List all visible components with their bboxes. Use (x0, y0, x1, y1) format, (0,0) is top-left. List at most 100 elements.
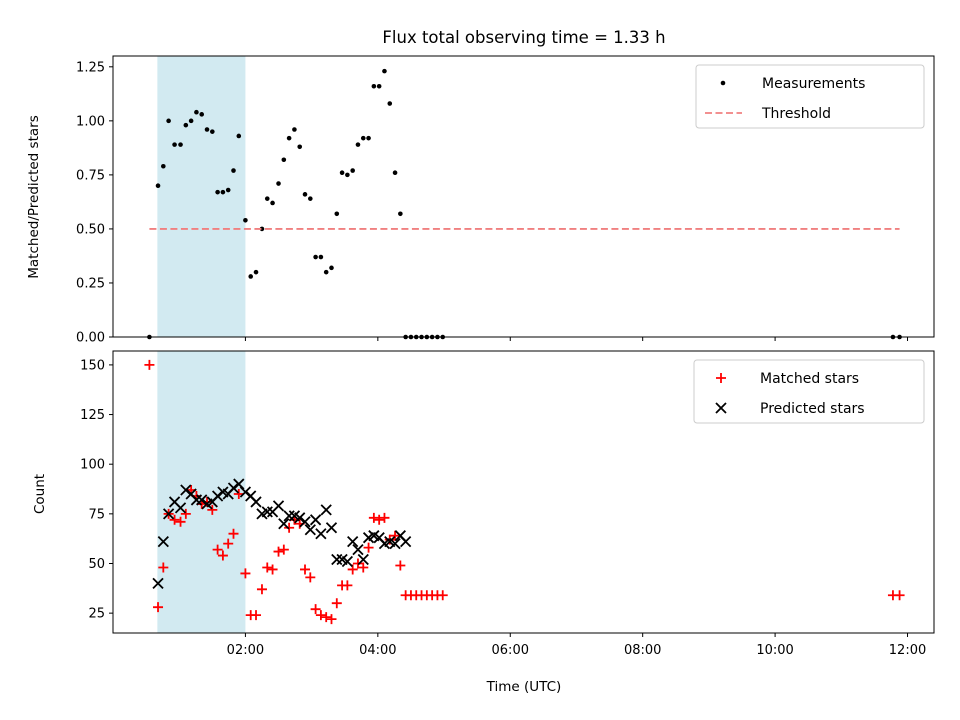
matched-stars-point (379, 512, 390, 523)
predicted-stars-point (250, 496, 262, 508)
x-tick-label: 10:00 (756, 643, 793, 658)
measurements-point (360, 135, 366, 141)
predicted-stars-point (196, 494, 208, 506)
measurements-point (178, 142, 183, 147)
measurements-point (183, 122, 189, 128)
y-tick-label: 50 (88, 557, 105, 572)
predicted-stars-point (389, 537, 401, 550)
matched-stars-point (212, 544, 223, 555)
predicted-stars-point (162, 508, 175, 520)
plot-frame-0 (112, 55, 935, 338)
legend-x-icon (715, 402, 727, 414)
measurements-point (286, 135, 292, 141)
matched-stars-point (267, 564, 278, 575)
predicted-stars-point (294, 512, 306, 524)
legend-label: Predicted stars (760, 401, 865, 417)
matched-stars-point (331, 598, 342, 609)
matched-stars-point (217, 550, 228, 561)
shaded-region-1 (157, 351, 246, 633)
measurements-point (313, 254, 318, 260)
y-tick-label: 25 (88, 607, 105, 622)
matched-stars-point (233, 488, 244, 499)
measurements-point (350, 168, 355, 173)
x-tick-label: 08:00 (624, 643, 661, 658)
measurements-point (259, 226, 265, 232)
predicted-stars-point (299, 516, 311, 528)
legend-dot-icon (720, 80, 726, 86)
matched-stars-point (278, 544, 289, 555)
matched-stars-point (363, 542, 374, 553)
measurements-point (376, 83, 382, 89)
chart-title: Flux total observing time = 1.33 h (382, 28, 665, 47)
x-tick-label: 06:00 (492, 643, 529, 658)
matched-stars-point (384, 534, 395, 545)
measurements-point (253, 269, 259, 275)
matched-stars-point (207, 504, 218, 515)
legend-label: Threshold (761, 106, 831, 122)
measurements-point (302, 192, 308, 197)
x-tick-label: 12:00 (889, 643, 926, 658)
matched-stars-point (368, 512, 379, 523)
measurements-point (345, 172, 350, 178)
measurements-point (243, 217, 248, 223)
measurements-point (155, 183, 161, 188)
measurements-point (225, 187, 231, 193)
y-axis-label-bottom: Count (32, 474, 48, 514)
measurements-point (264, 196, 270, 201)
y-tick-label: 100 (80, 458, 105, 473)
measurements-point (281, 157, 287, 163)
matched-stars-point (262, 562, 273, 573)
measurements-point (355, 142, 361, 147)
predicted-stars-point (190, 494, 203, 506)
legend-box (693, 359, 925, 424)
predicted-stars-point (272, 500, 285, 512)
legend-1: Matched stars Predicted stars (693, 359, 925, 424)
predicted-stars-point (347, 536, 359, 548)
measurements-point (382, 68, 387, 74)
predicted-stars-point (309, 514, 322, 526)
legend-label: Measurements (762, 76, 865, 92)
predicted-stars-point (152, 577, 164, 589)
legend-box (695, 64, 925, 129)
predicted-stars-point (400, 536, 412, 548)
predicted-stars-point (352, 543, 364, 556)
predicted-stars-point (341, 555, 354, 568)
predicted-stars-point (304, 524, 316, 536)
matched-stars-point (374, 514, 385, 525)
matched-stars-point (326, 614, 337, 625)
measurements-point (204, 127, 210, 132)
y-tick-label: 0.00 (76, 331, 105, 346)
predicted-stars-point (261, 506, 273, 518)
matched-stars-point (228, 528, 239, 539)
y-tick-label: 75 (88, 507, 105, 522)
measurements-point (270, 200, 275, 206)
plot-frame-1 (112, 350, 935, 634)
matched-stars-point (305, 572, 316, 583)
measurements-point (166, 118, 171, 124)
predicted-stars-point (320, 504, 332, 516)
y-tick-label: 0.50 (76, 222, 105, 237)
matched-stars-point (256, 584, 267, 595)
measurements-point (172, 142, 177, 147)
y-axis-label-top: Matched/Predicted stars (26, 115, 42, 278)
matched-stars-point (300, 564, 311, 575)
y-tick-label: 125 (80, 408, 105, 423)
y-tick-label: 1.25 (76, 60, 105, 75)
bottom-panel: 25 50 75 100 125 150 02:00 04:00 06:00 08:00 10:00… (80, 350, 935, 658)
measurements-point (297, 144, 303, 150)
measurements-point (334, 211, 340, 217)
measurements-point (308, 196, 313, 201)
measurements-point (199, 112, 205, 117)
y-tick-label: 1.00 (76, 114, 105, 129)
matched-stars-point (180, 508, 191, 519)
measurements-point (323, 269, 329, 275)
measurements-point (276, 181, 281, 186)
matched-stars-point (342, 580, 353, 591)
predicted-stars-point (239, 486, 252, 498)
predicted-stars-point (157, 536, 169, 548)
predicted-stars-point (227, 482, 240, 494)
measurements-point (220, 189, 226, 195)
y-tick-label: 150 (80, 358, 105, 373)
measurements-point (366, 135, 371, 141)
